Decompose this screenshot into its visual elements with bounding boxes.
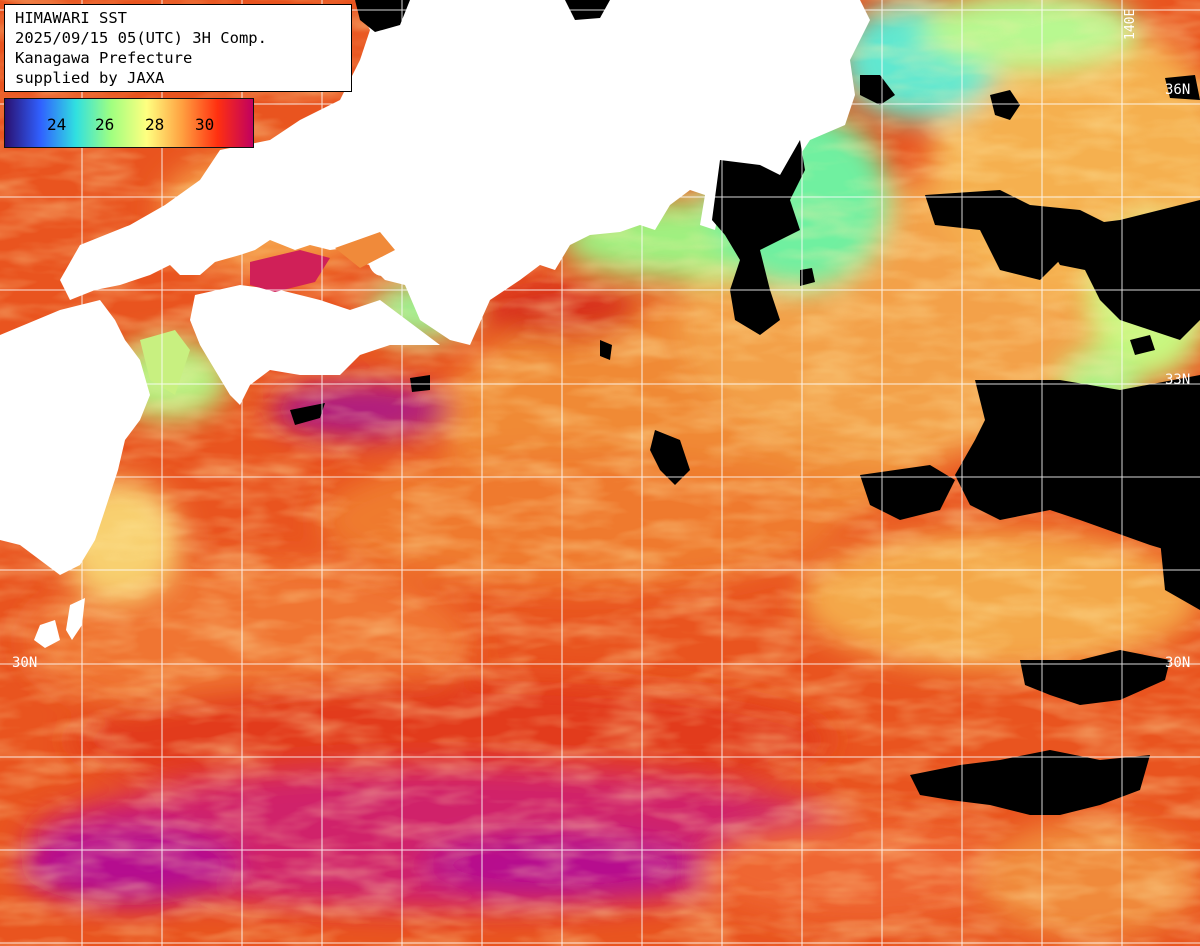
data-credit: supplied by JAXA — [15, 69, 165, 87]
lon-label-140e: 140E — [1123, 8, 1138, 40]
inland-sea — [140, 232, 395, 395]
land — [0, 0, 870, 648]
lat-label-30n-east: 30N — [1165, 655, 1191, 671]
legend-tick-24: 24 — [47, 115, 67, 134]
color-legend: 24 26 28 30 — [4, 98, 254, 148]
lat-label-36n: 36N — [1165, 82, 1191, 98]
legend-tick-30: 30 — [195, 115, 215, 134]
lon-label-135e: 135E — [481, 0, 496, 8]
lat-label-33n: 33N — [1165, 372, 1191, 388]
observation-time: 2025/09/15 05(UTC) 3H Comp. — [15, 29, 267, 47]
color-scale-bar — [5, 99, 253, 147]
info-box: HIMAWARI SST 2025/09/15 05(UTC) 3H Comp.… — [4, 4, 352, 92]
publisher: Kanagawa Prefecture — [15, 49, 193, 67]
lat-label-30n-west: 30N — [12, 655, 38, 671]
legend-tick-26: 26 — [95, 115, 115, 134]
legend-tick-28: 28 — [145, 115, 165, 134]
product-title: HIMAWARI SST — [15, 9, 127, 27]
